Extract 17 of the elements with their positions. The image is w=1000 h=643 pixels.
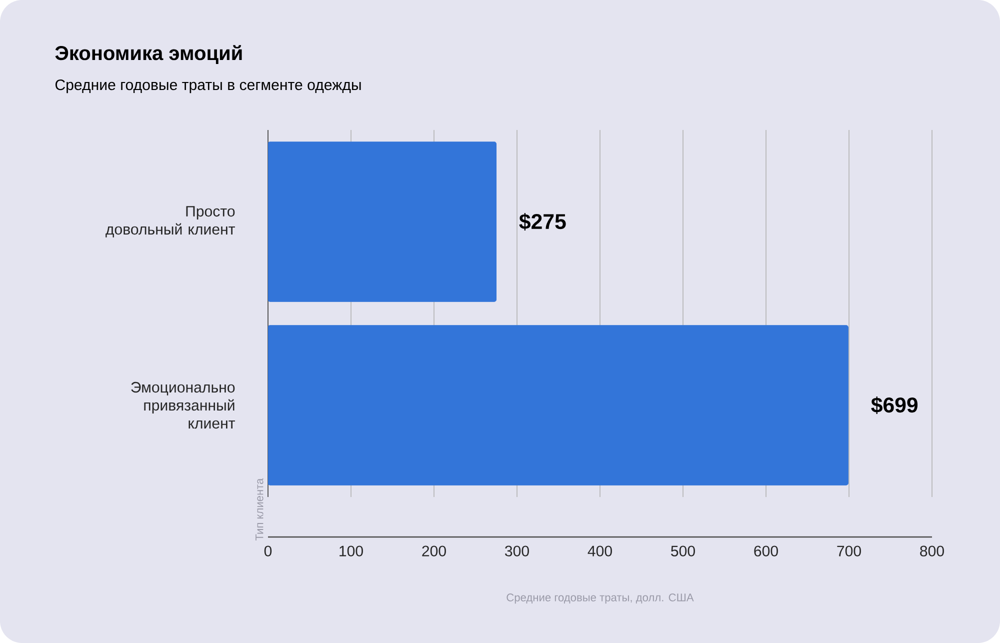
y-tick-label: Эмоционально привязанный клиент	[131, 382, 236, 429]
data-label: $275	[519, 213, 566, 230]
data-label: $699	[871, 396, 918, 414]
y-axis-title: Тип клиента	[256, 478, 264, 540]
x-tick-label: 200	[422, 546, 446, 556]
x-tick-label: 0	[264, 546, 272, 556]
x-tick-label: 800	[920, 546, 944, 556]
chart-title: Экономика эмоций	[55, 45, 242, 64]
x-tick-label: 300	[504, 546, 529, 556]
x-tick-label: 100	[340, 546, 363, 556]
x-tick-label: 700	[837, 546, 861, 556]
x-tick-label: 400	[588, 546, 612, 556]
y-tick-label: Просто довольный клиент	[106, 206, 235, 238]
x-tick-label: 600	[754, 546, 778, 556]
x-tick-label: 500	[671, 546, 695, 556]
x-axis-title: Средние годовые траты, долл. США	[506, 594, 694, 604]
chart-subtitle: Средние годовые траты в сегменте одежды	[55, 79, 361, 94]
